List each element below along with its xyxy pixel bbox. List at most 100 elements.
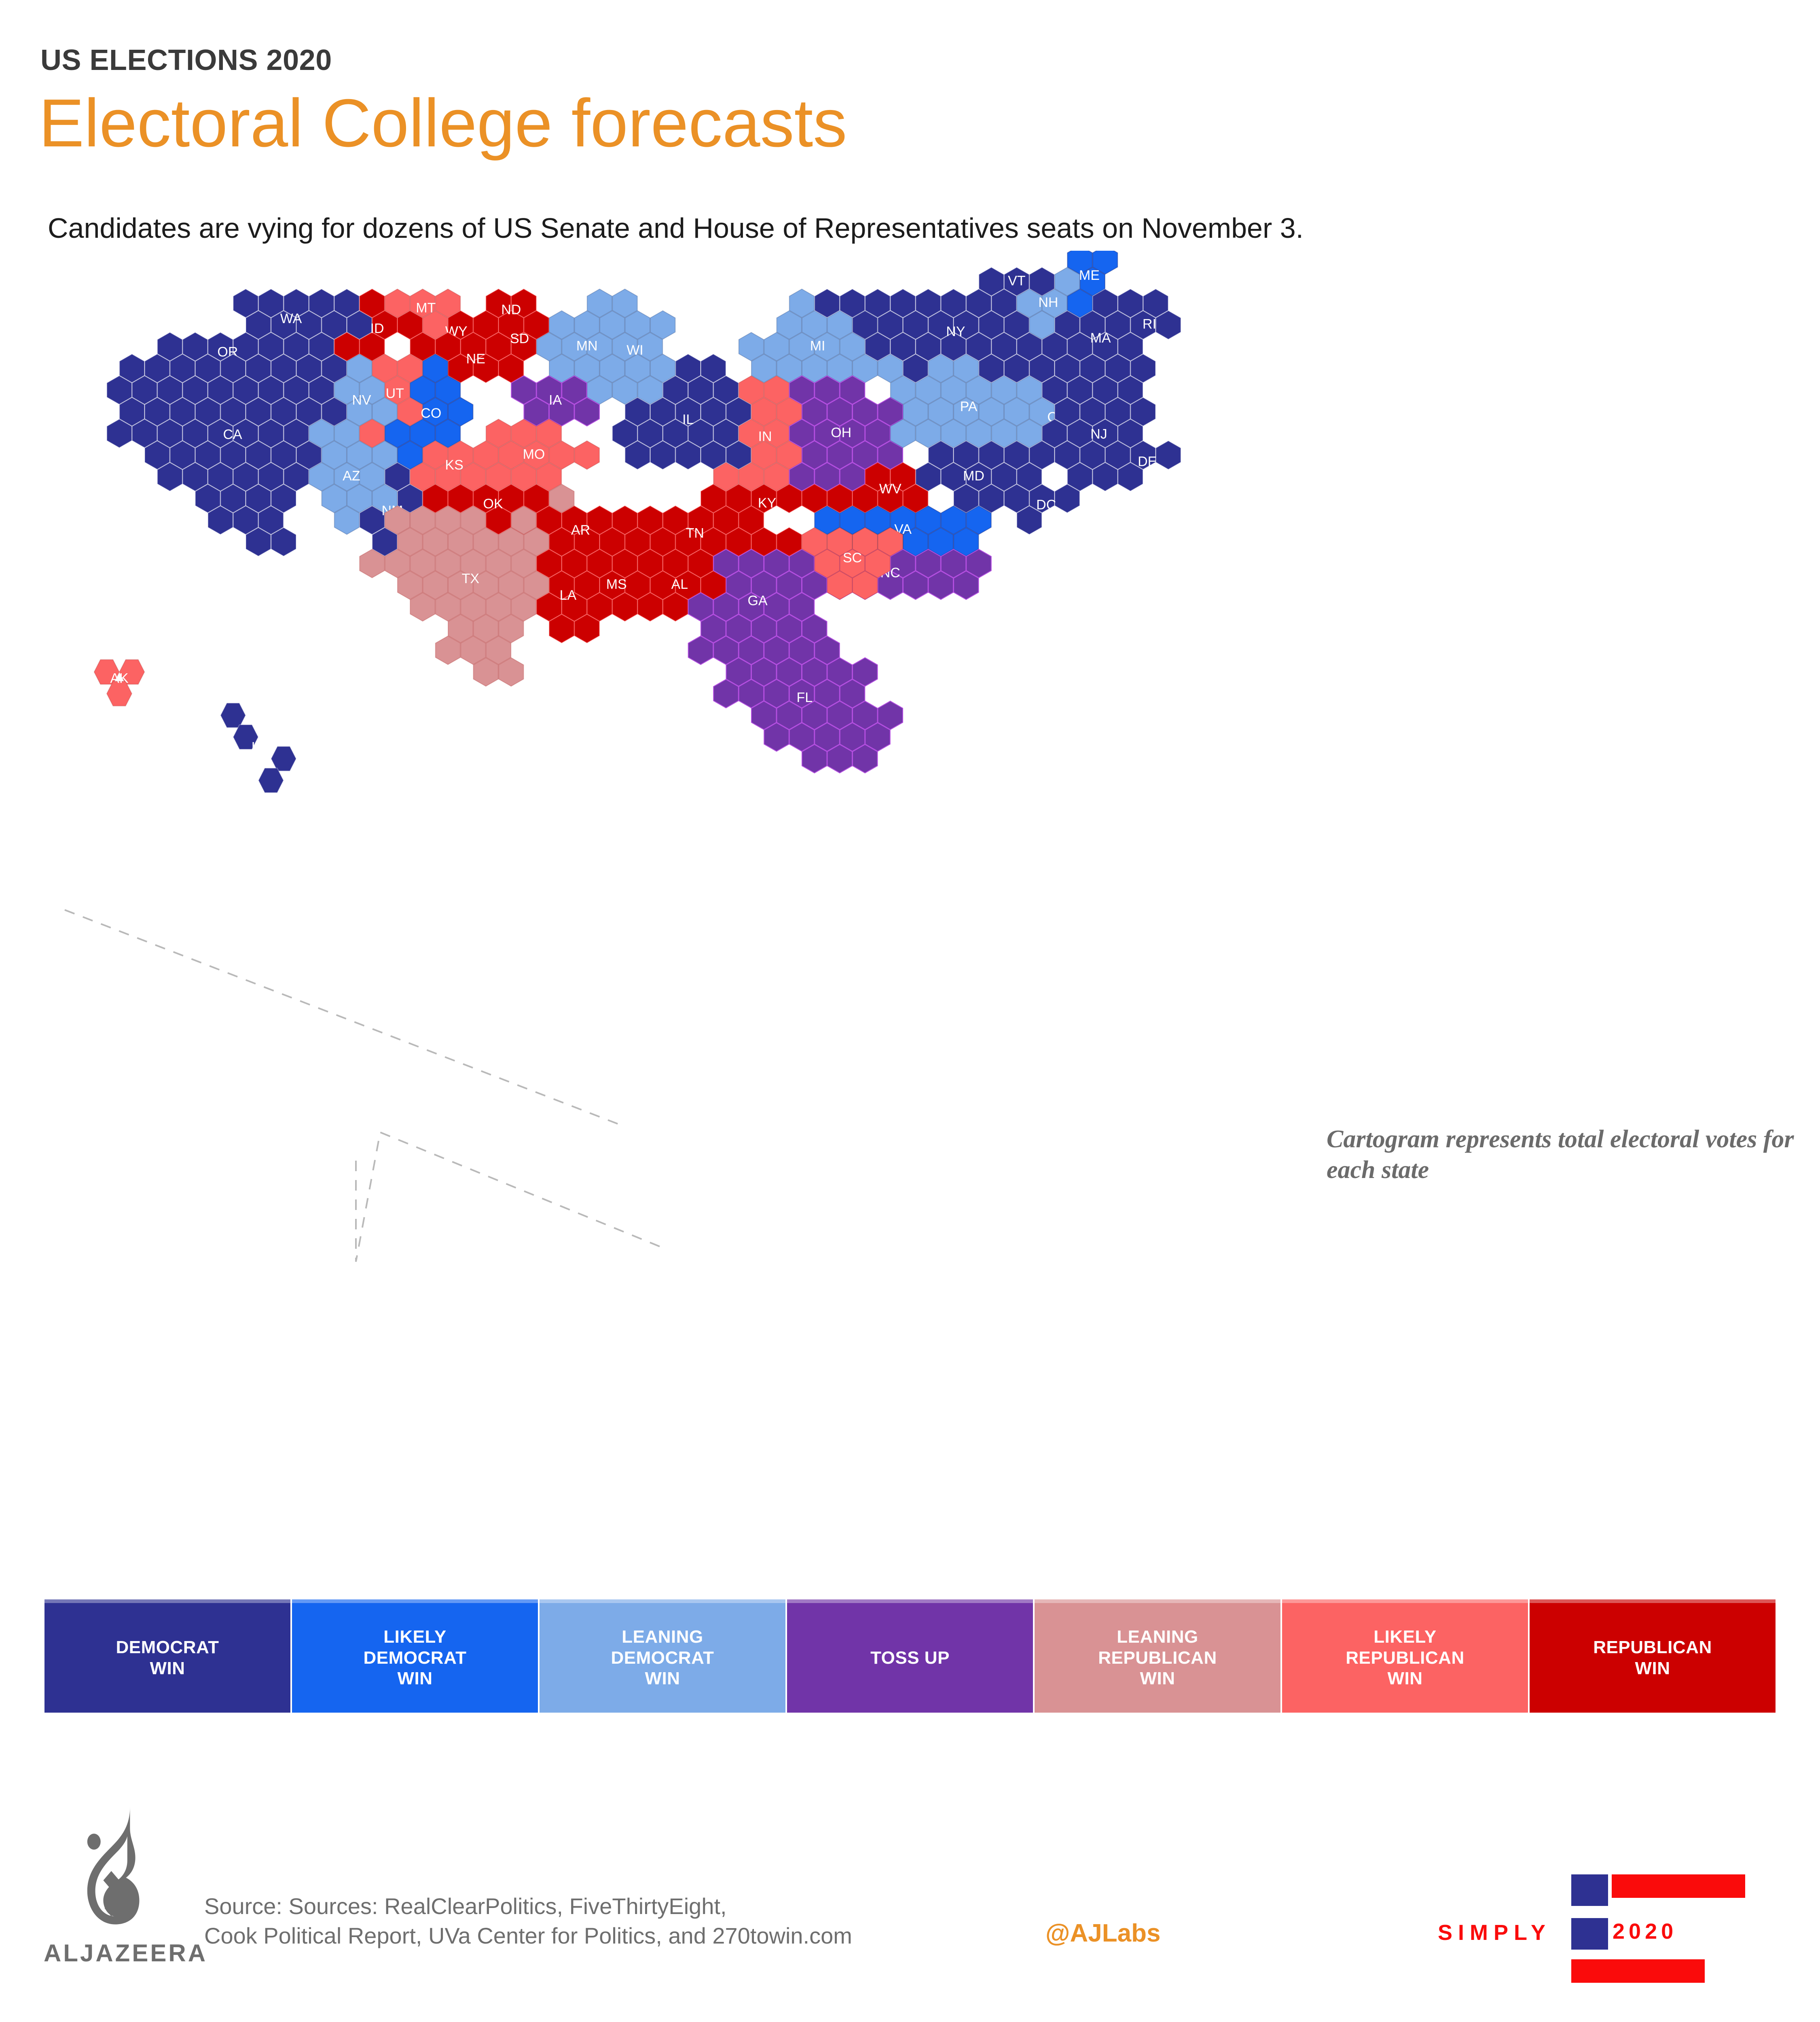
simply-year: 2020	[1613, 1919, 1678, 1944]
hex-cell	[688, 505, 714, 535]
hex-cell	[1130, 440, 1156, 470]
hex-cell	[966, 505, 992, 535]
hex-cell	[940, 505, 967, 535]
hex-cell	[915, 505, 941, 535]
state-group-WA[interactable]: WA	[207, 288, 372, 362]
hex-cell	[1067, 375, 1093, 405]
state-group-KS[interactable]: KS	[410, 440, 499, 492]
hex-cell	[233, 332, 259, 362]
hex-cell	[561, 332, 587, 362]
hex-cell	[536, 505, 562, 535]
hex-cell	[157, 462, 183, 492]
state-group-MD[interactable]: MD	[915, 440, 1030, 513]
hex-cell	[283, 419, 309, 448]
hex-cell	[978, 267, 1005, 296]
legend-item-tossup[interactable]: TOSS UP	[787, 1599, 1033, 1713]
state-group-PA[interactable]: PA	[890, 353, 1055, 448]
state-group-AR[interactable]: AR	[536, 505, 625, 557]
hex-cell	[511, 462, 537, 492]
legend-item-rep[interactable]: REPUBLICAN WIN	[1530, 1599, 1776, 1713]
hex-cell	[890, 505, 916, 535]
flag-square-4	[1589, 1918, 1608, 1950]
state-group-FL[interactable]: FL	[688, 635, 904, 774]
legend-item-label: LIKELY DEMOCRAT WIN	[363, 1626, 467, 1689]
hex-cell	[1041, 419, 1068, 448]
hex-cell	[599, 570, 625, 600]
legend-item-likely_dem[interactable]: LIKELY DEMOCRAT WIN	[292, 1599, 538, 1713]
hex-cell	[1067, 288, 1093, 318]
hex-cell	[751, 700, 777, 730]
state-group-CO[interactable]: CO	[384, 353, 474, 470]
hex-cell	[511, 505, 537, 535]
hex-cell	[865, 549, 891, 578]
state-group-OH[interactable]: OH	[789, 375, 904, 492]
hex-cell	[1117, 288, 1143, 318]
hex-cell	[877, 353, 904, 383]
state-group-ME[interactable]: ME	[1067, 251, 1118, 318]
state-group-RI[interactable]: RI	[1117, 288, 1181, 383]
legend-item-dem[interactable]: DEMOCRAT WIN	[44, 1599, 290, 1713]
state-group-IA[interactable]: IA	[511, 375, 600, 427]
state-group-AZ[interactable]: AZ	[309, 419, 398, 535]
state-group-MN[interactable]: MN	[536, 310, 638, 383]
state-group-TN[interactable]: TN	[612, 505, 802, 557]
hex-cell	[624, 570, 651, 600]
hex-cell	[548, 570, 575, 600]
hex-cell	[890, 375, 916, 405]
hex-cell	[612, 288, 638, 318]
state-group-AK[interactable]: AK	[93, 659, 145, 706]
state-group-GA[interactable]: GA	[688, 549, 827, 643]
hex-cell	[498, 657, 524, 687]
hex-cell	[106, 375, 132, 405]
aljazeera-logo-icon	[87, 1807, 140, 1925]
hex-cell	[321, 310, 347, 340]
hex-cell	[536, 419, 562, 448]
state-group-LA[interactable]: LA	[536, 549, 600, 643]
state-group-VT[interactable]: VT	[978, 267, 1055, 296]
hex-cell	[536, 332, 562, 362]
hex-cell	[157, 419, 183, 448]
hex-cell	[1079, 397, 1106, 427]
hex-cell	[258, 375, 284, 405]
hex-cell	[940, 332, 967, 362]
hex-cell	[359, 549, 385, 578]
hex-cell	[675, 353, 701, 383]
hex-cell	[624, 397, 651, 427]
state-group-MA[interactable]: MA	[1041, 288, 1156, 383]
hex-cell	[1130, 397, 1156, 427]
hex-cell	[233, 288, 259, 318]
state-group-TX[interactable]: TX	[359, 484, 575, 687]
legend-item-lean_rep[interactable]: LEANING REPUBLICAN WIN	[1035, 1599, 1280, 1713]
hex-cell	[473, 440, 499, 470]
hex-cell	[1029, 440, 1055, 470]
legend-item-lean_dem[interactable]: LEANING DEMOCRAT WIN	[540, 1599, 785, 1713]
state-group-NH[interactable]: NH	[1016, 267, 1080, 340]
hex-cell	[359, 462, 385, 492]
hex-cell	[637, 375, 663, 405]
hex-cell	[498, 440, 524, 470]
legend-item-likely_rep[interactable]: LIKELY REPUBLICAN WIN	[1282, 1599, 1528, 1713]
state-group-MO[interactable]: MO	[485, 419, 600, 492]
hex-cell	[321, 397, 347, 427]
state-group-OR[interactable]: OR	[144, 332, 334, 383]
state-group-KY[interactable]: KY	[700, 484, 853, 535]
ajlabs-handle[interactable]: @AJLabs	[1045, 1919, 1161, 1947]
hex-cell	[435, 332, 461, 362]
hex-cell	[207, 462, 233, 492]
hex-cell	[1092, 462, 1118, 492]
hex-cell	[586, 549, 613, 578]
hex-cell	[1003, 353, 1030, 383]
hex-cell	[397, 353, 423, 383]
state-group-WV[interactable]: WV	[852, 462, 929, 513]
state-group-SC[interactable]: SC	[801, 527, 904, 600]
state-group-CA[interactable]: CA	[106, 353, 347, 557]
state-group-IL[interactable]: IL	[612, 353, 752, 470]
hex-cell	[764, 332, 789, 362]
hex-cell	[144, 353, 170, 383]
state-group-NE[interactable]: NE	[435, 332, 524, 383]
hex-cell	[410, 288, 436, 318]
state-group-IN[interactable]: IN	[713, 375, 802, 492]
hex-cell	[1016, 462, 1042, 492]
hex-cell	[574, 614, 600, 643]
hex-cell	[915, 375, 941, 405]
